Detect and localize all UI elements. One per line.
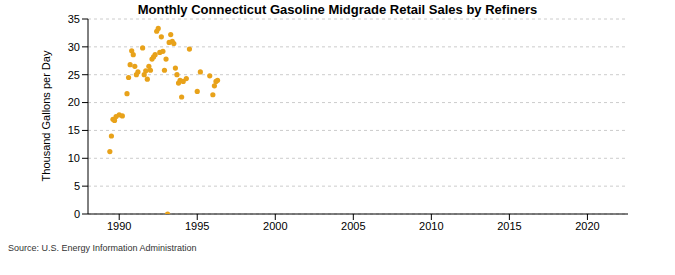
svg-text:2015: 2015 <box>497 220 521 232</box>
svg-text:35: 35 <box>68 13 80 25</box>
svg-text:0: 0 <box>74 208 80 220</box>
svg-text:1990: 1990 <box>107 220 131 232</box>
svg-text:20: 20 <box>68 96 80 108</box>
svg-text:5: 5 <box>74 180 80 192</box>
svg-text:15: 15 <box>68 124 80 136</box>
svg-text:2000: 2000 <box>263 220 287 232</box>
svg-text:25: 25 <box>68 69 80 81</box>
svg-text:2020: 2020 <box>575 220 599 232</box>
html-text:Monthly Connecticut Gasoline M: Monthly Connecticut Gasoline Midgrade Re… <box>137 2 538 17</box>
svg-text:2010: 2010 <box>419 220 443 232</box>
html-text:Thousand Gallons per Day: Thousand Gallons per Day <box>40 50 52 182</box>
svg-text:1995: 1995 <box>185 220 209 232</box>
svg-text:30: 30 <box>68 41 80 53</box>
svg-text:10: 10 <box>68 152 80 164</box>
html-text:Source: U.S. Energy Informatio: Source: U.S. Energy Information Administ… <box>8 243 197 253</box>
svg-text:2005: 2005 <box>341 220 365 232</box>
